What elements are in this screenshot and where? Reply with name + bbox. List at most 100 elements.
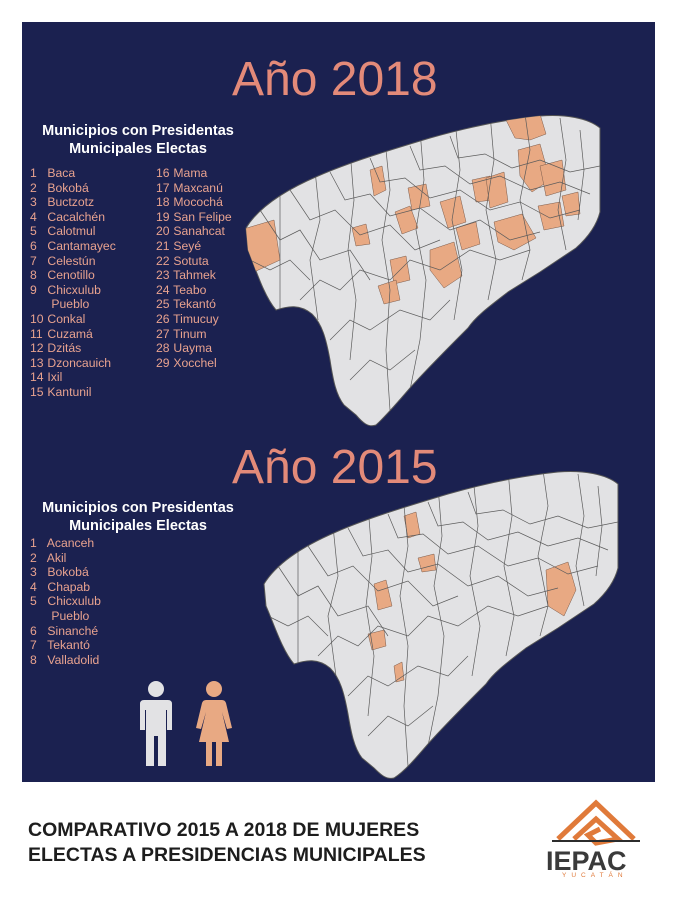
municipality-number: 2: [30, 550, 37, 565]
municipality-number: 3: [30, 565, 37, 580]
municipality-number: 3: [30, 195, 37, 210]
municipality-number: 26: [156, 311, 170, 326]
municipality-number: 8: [30, 268, 37, 283]
municipality-number: 24: [156, 282, 170, 297]
municipality-number: 6: [30, 623, 37, 638]
municipality-item: 9 Chicxulub: [30, 283, 116, 298]
municipality-item: 10 Conkal: [30, 312, 116, 327]
municipality-item: 15 Kantunil: [30, 385, 116, 400]
municipality-name: Kantunil: [47, 384, 92, 399]
municipality-number: 7: [30, 638, 37, 653]
municipality-number: 8: [30, 652, 37, 667]
municipio-2018-highlight: [377, 279, 401, 305]
municipality-number: 23: [156, 268, 170, 283]
municipality-name: Chicxulub: [47, 594, 101, 609]
municipality-item: 7 Tekantó: [30, 638, 101, 653]
municipality-name: Pueblo: [51, 297, 90, 312]
municipality-item: 14 Ixil: [30, 370, 116, 385]
municipality-item: 3 Bokobá: [30, 565, 101, 580]
municipality-number: 11: [30, 326, 43, 341]
municipality-number: 21: [156, 238, 170, 253]
municipality-item: 22 Sotuta: [156, 254, 232, 269]
male-person-icon: [140, 681, 172, 766]
municipality-name: Teabo: [173, 282, 207, 297]
municipality-name: San Felipe: [173, 209, 232, 224]
municipality-number: 15: [30, 384, 44, 399]
municipality-name: Sotuta: [173, 253, 209, 268]
municipality-name: Sanahcat: [173, 224, 225, 239]
logo-subtext: YUCATÁN: [562, 872, 628, 879]
municipality-number: 1: [30, 166, 37, 180]
municipio-2018-highlight: [504, 115, 547, 141]
municipality-name: Akil: [46, 550, 67, 565]
municipality-item: 3 Buctzotz: [30, 195, 116, 210]
map-2015: [263, 471, 619, 779]
municipality-name: Bokobá: [47, 565, 89, 580]
municipality-name: Tekantó: [173, 297, 216, 312]
municipio-2018-highlight: [369, 165, 387, 197]
municipality-item: 26 Timucuy: [156, 312, 232, 327]
municipality-number: 6: [30, 238, 37, 253]
municipality-number: 17: [156, 180, 170, 195]
municipality-item: 25 Tekantó: [156, 297, 232, 312]
municipality-name: Chapab: [47, 579, 91, 594]
municipality-item: 6 Cantamayec: [30, 239, 116, 254]
municipality-name: Timucuy: [173, 311, 219, 326]
municipality-name: Buctzotz: [47, 195, 95, 210]
municipality-item: 17 Maxcanú: [156, 181, 232, 196]
municipality-number: 28: [156, 341, 170, 356]
municipality-number: 7: [30, 253, 37, 268]
municipality-number: 20: [156, 224, 170, 239]
municipality-item: 23 Tahmek: [156, 268, 232, 283]
municipality-item: Pueblo: [30, 609, 101, 624]
municipality-name: Dzitás: [47, 341, 82, 356]
municipio-2018-highlight: [485, 171, 509, 209]
municipality-name: Seyé: [173, 238, 202, 253]
logo-text: IEPAC: [546, 846, 627, 876]
municipality-name: Baca: [47, 166, 76, 180]
municipality-item: 7 Celestún: [30, 254, 116, 269]
municipality-name: Tahmek: [173, 268, 216, 283]
municipality-number: 18: [156, 195, 170, 210]
municipality-name: Tekantó: [47, 638, 90, 653]
municipality-item: 20 Sanahcat: [156, 224, 232, 239]
municipality-name: Sinanché: [47, 623, 99, 638]
municipality-item: 6 Sinanché: [30, 624, 101, 639]
footer-title: COMPARATIVO 2015 A 2018 DE MUJERES ELECT…: [28, 819, 426, 866]
municipality-number: 9: [30, 282, 37, 297]
municipality-item: 8 Cenotillo: [30, 268, 116, 283]
municipality-name: Xocchel: [173, 355, 217, 370]
municipality-item: 11 Cuzamá: [30, 327, 116, 342]
municipality-name: Pueblo: [51, 608, 90, 623]
municipality-number: 4: [30, 579, 37, 594]
municipality-item: 4 Chapab: [30, 580, 101, 595]
municipality-list-2015: 1 Acanceh 2 Akil 3 Bokobá 4 Chapab 5 Chicxul…: [30, 536, 101, 667]
municipio-2015-highlight: [545, 561, 577, 617]
municipality-item: 5 Chicxulub: [30, 594, 101, 609]
map-2018: [245, 115, 601, 427]
municipality-name: Cenotillo: [47, 268, 95, 283]
municipality-name: Conkal: [47, 311, 86, 326]
municipality-name: Cuzamá: [47, 326, 93, 341]
municipality-number: 13: [30, 355, 44, 370]
municipality-number: 25: [156, 297, 170, 312]
municipality-number: 12: [30, 341, 44, 356]
municipality-item: 18 Mocochá: [156, 195, 232, 210]
list-title-2015: Municipios con Presidentas Municipales E…: [42, 500, 234, 534]
municipality-number: 10: [30, 311, 44, 326]
municipality-name: Maxcanú: [173, 180, 223, 195]
municipality-item: 8 Valladolid: [30, 653, 101, 668]
municipality-number: 16: [156, 166, 170, 180]
municipality-item: 21 Seyé: [156, 239, 232, 254]
municipality-name: Acanceh: [46, 536, 95, 550]
municipality-number: 22: [156, 253, 170, 268]
municipality-item: 19 San Felipe: [156, 210, 232, 225]
municipality-number: 5: [30, 594, 37, 609]
municipality-name: Calotmul: [47, 224, 96, 239]
municipio-2018-highlight: [493, 213, 537, 251]
municipality-item: 13 Dzoncauich: [30, 356, 116, 371]
municipality-number: 2: [30, 180, 37, 195]
municipality-list-2018-col1: 1 Baca 2 Bokobá 3 Buctzotz 4 Cacalchén 5 Cal…: [30, 166, 116, 400]
municipality-name: Mocochá: [173, 195, 223, 210]
municipality-item: 4 Cacalchén: [30, 210, 116, 225]
